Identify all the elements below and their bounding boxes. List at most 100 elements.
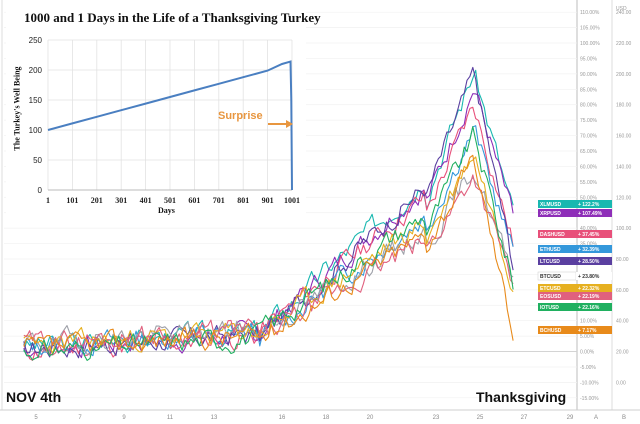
right-scale-tick: 100.00	[616, 226, 632, 232]
inset-x-axis-label: Days	[158, 206, 175, 215]
tag-bg	[538, 230, 576, 238]
tag-bg	[538, 303, 576, 311]
tag-bg	[538, 326, 576, 334]
main-y-tick: -5.00%	[580, 365, 596, 371]
tag-value-bg	[576, 245, 612, 253]
main-x-tick: 11	[167, 415, 174, 421]
tag-dashusd: DASHUSD + 37.45%	[538, 230, 612, 238]
tag-bg	[538, 245, 576, 253]
main-y-tick: 70.00%	[580, 134, 598, 140]
main-y-tick: 80.00%	[580, 103, 598, 109]
tag-value-bg	[576, 257, 612, 265]
right-scale-tick: 60.00	[616, 288, 629, 294]
tag-value: + 107.49%	[578, 211, 603, 217]
main-x-tick: 5	[34, 415, 38, 421]
inset-x-tick: 301	[115, 196, 127, 205]
tag-bg	[538, 257, 576, 265]
main-y-tick: -15.00%	[580, 396, 599, 402]
inset-y-tick: 200	[29, 66, 43, 75]
tag-name: EOSUSD	[540, 294, 562, 300]
tag-value: + 23.80%	[578, 274, 600, 280]
inset-x-tick: 801	[237, 196, 249, 205]
tag-value-bg	[576, 272, 612, 280]
tag-value-bg	[576, 303, 612, 311]
series-line-ethusd	[23, 125, 514, 357]
tag-value: + 7.17%	[578, 328, 597, 334]
main-x-tick: 9	[122, 415, 126, 421]
main-y-tick: 60.00%	[580, 164, 598, 170]
tag-value: + 28.50%	[578, 259, 600, 265]
tag-btcusd: BTCUSD + 23.80%	[537, 271, 612, 281]
tag-name: BTCUSD	[540, 274, 561, 280]
tag-bg	[538, 284, 576, 292]
tag-name: ETCUSD	[540, 286, 561, 292]
main-x-tick: 27	[521, 415, 528, 421]
inset-x-tick: 701	[213, 196, 225, 205]
tag-value: + 22.32%	[578, 286, 600, 292]
right-scale-tick: 120.00	[616, 195, 632, 201]
tag-value: + 122.2%	[578, 202, 600, 208]
main-y-tick: 5.00%	[580, 334, 595, 340]
tag-value-bg	[576, 200, 612, 208]
main-y-tick: 85.00%	[580, 87, 598, 93]
turkey-inset-chart: 0 50 100 150 200 250 1 101 201 301 401 501 601 701 801…	[6, 6, 321, 220]
right-scale-tick: 140.00	[616, 164, 632, 170]
main-y-tick: 0.00%	[580, 350, 595, 356]
right-scale-tick: 20.00	[616, 350, 629, 356]
surprise-annotation: Surprise	[218, 110, 263, 122]
inset-x-tick: 401	[140, 196, 152, 205]
inset-title: 1000 and 1 Days in the Life of a Thanksg…	[24, 10, 321, 25]
tag-value: + 32.39%	[578, 247, 600, 253]
tag-iotusd: IOTUSD + 22.16%	[538, 303, 612, 311]
tag-value-bg	[576, 292, 612, 300]
tag-bg	[538, 209, 576, 217]
main-y-tick: 95.00%	[580, 56, 598, 62]
right-scale-tick: 180.00	[616, 103, 632, 109]
tag-value-bg	[576, 209, 612, 217]
main-x-tick: A	[594, 415, 598, 421]
tag-xlmusd: XLMUSD + 122.2%	[538, 200, 612, 208]
main-y-tick: -10.00%	[580, 380, 599, 386]
inset-y-axis-label: The Turkey's Well Being	[12, 66, 22, 151]
tag-name: IOTUSD	[540, 305, 559, 311]
right-scale-unit: USD	[616, 6, 627, 12]
tag-name: BCHUSD	[540, 328, 562, 334]
right-scale-tick: 0.00	[616, 380, 626, 386]
main-x-tick: 23	[433, 415, 440, 421]
right-scale-tick: 200.00	[616, 72, 632, 78]
tag-name: XRPUSD	[540, 211, 561, 217]
main-y-tick: 10.00%	[580, 319, 598, 325]
inset-x-tick: 901	[262, 196, 274, 205]
inset-x-tick: 201	[91, 196, 103, 205]
tag-value: + 37.45%	[578, 232, 600, 238]
main-x-tick: 18	[323, 415, 330, 421]
surprise-arrow-head	[286, 120, 293, 128]
inset-y-tick: 150	[29, 96, 43, 105]
main-y-tick: 55.00%	[580, 180, 598, 186]
tag-name: DASHUSD	[540, 232, 565, 238]
main-y-tick: 50.00%	[580, 195, 598, 201]
tag-name: LTCUSD	[540, 259, 560, 265]
inset-x-tick: 101	[66, 196, 78, 205]
right-scale-tick: 160.00	[616, 134, 632, 140]
main-y-tick: 40.00%	[580, 226, 598, 232]
inset-x-tick: 1	[46, 196, 50, 205]
main-y-tick: 100.00%	[580, 41, 600, 47]
tag-bg	[538, 292, 576, 300]
inset-y-tick: 250	[29, 36, 43, 45]
inset-x-tick: 1001	[284, 196, 300, 205]
main-x-tick: 13	[211, 415, 218, 421]
series-line-ltcusd	[23, 66, 514, 359]
inset-x-tick: 501	[164, 196, 176, 205]
main-y-tick: 105.00%	[580, 26, 600, 32]
series-line-etcusd	[23, 156, 514, 355]
main-x-tick: 7	[78, 415, 82, 421]
tag-value-bg	[576, 230, 612, 238]
start-date-label: NOV 4th	[6, 389, 62, 405]
inset-x-tick: 601	[188, 196, 200, 205]
main-x-tick: 25	[477, 415, 484, 421]
tag-etcusd: ETCUSD + 22.32%	[538, 284, 612, 292]
inset-y-tick: 0	[38, 186, 43, 195]
inset-y-tick: 100	[29, 126, 43, 135]
tag-ltcusd: LTCUSD + 28.50%	[538, 257, 612, 265]
